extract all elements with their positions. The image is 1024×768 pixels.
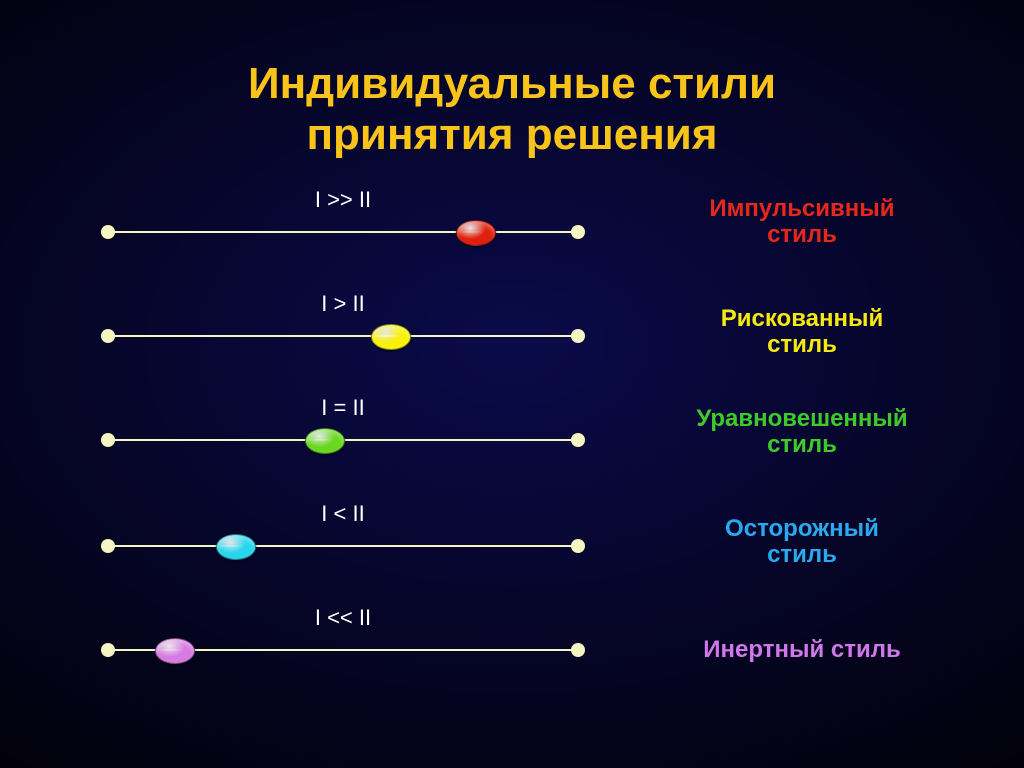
slider-marker-inert [155,638,195,664]
slider-endpoint-impulsive-right [571,225,585,239]
slider-marker-impulsive [456,220,496,246]
style-label-risky: Рискованный стиль [612,306,992,359]
slider-endpoint-impulsive-left [101,225,115,239]
slider-track-risky [108,335,578,337]
relation-label-cautious: I < II [108,501,578,527]
slider-track-impulsive [108,231,578,233]
slider-endpoint-risky-right [571,329,585,343]
slider-endpoint-inert-left [101,643,115,657]
style-label-balanced: Уравновешенный стиль [612,406,992,459]
slider-marker-balanced [305,428,345,454]
slide-title: Индивидуальные стили принятия решения [0,59,1024,160]
style-label-inert: Инертный стиль [612,637,992,663]
slider-endpoint-balanced-right [571,433,585,447]
slider-endpoint-inert-right [571,643,585,657]
relation-label-risky: I > II [108,291,578,317]
slider-endpoint-cautious-right [571,539,585,553]
relation-label-balanced: I = II [108,395,578,421]
relation-label-impulsive: I >> II [108,187,578,213]
style-label-cautious: Осторожный стиль [612,516,992,569]
slider-endpoint-cautious-left [101,539,115,553]
slide-stage: Индивидуальные стили принятия решения I … [0,0,1024,768]
relation-label-inert: I << II [108,605,578,631]
slider-endpoint-balanced-left [101,433,115,447]
slider-endpoint-risky-left [101,329,115,343]
slider-marker-risky [371,324,411,350]
style-label-impulsive: Импульсивный стиль [612,196,992,249]
slider-marker-cautious [216,534,256,560]
slider-track-cautious [108,545,578,547]
